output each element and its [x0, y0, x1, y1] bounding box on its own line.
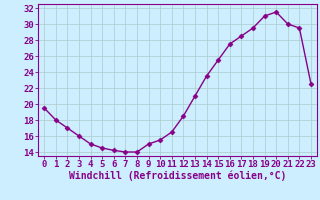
X-axis label: Windchill (Refroidissement éolien,°C): Windchill (Refroidissement éolien,°C): [69, 171, 286, 181]
